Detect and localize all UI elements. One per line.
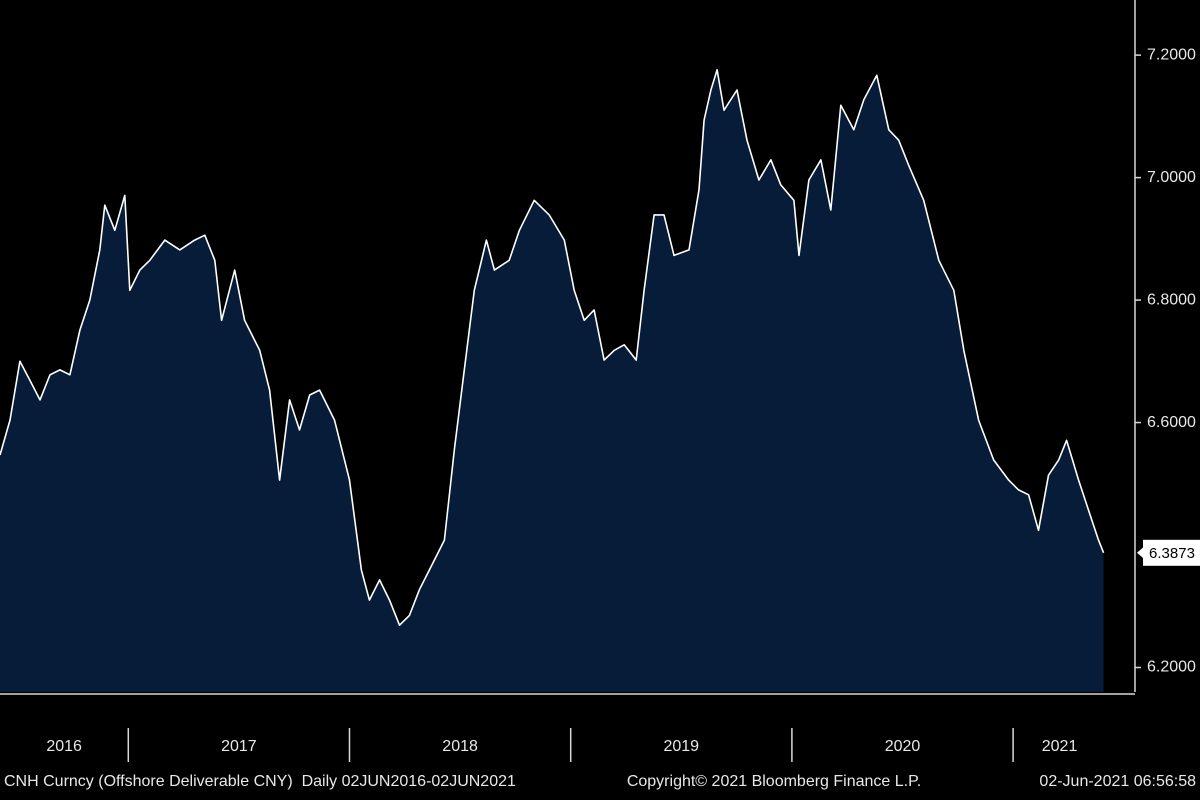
x-tick-label: 2016: [46, 738, 82, 755]
footer-right: 02-Jun-2021 06:56:58: [1039, 773, 1196, 790]
last-value-label: 6.3873: [1149, 545, 1195, 562]
x-tick-label: 2019: [663, 738, 699, 755]
x-tick-label: 2018: [442, 738, 478, 755]
y-tick-label: 6.8000: [1147, 291, 1196, 308]
x-tick-label: 2021: [1042, 738, 1078, 755]
footer-left: CNH Curncy (Offshore Deliverable CNY) Da…: [4, 773, 516, 790]
plot-area: [0, 69, 1105, 693]
last-value-box: [1143, 539, 1200, 566]
y-tick-label: 6.6000: [1147, 414, 1196, 431]
footer-center: Copyright© 2021 Bloomberg Finance L.P.: [627, 773, 921, 790]
area-fill: [0, 69, 1104, 693]
y-tick-label: 7.2000: [1147, 46, 1196, 63]
x-tick-label: 2017: [221, 738, 257, 755]
price-line: [0, 69, 1105, 626]
x-tick-label: 2020: [885, 738, 921, 755]
y-tick-label: 6.2000: [1147, 659, 1196, 676]
y-tick-label: 7.0000: [1147, 169, 1196, 186]
